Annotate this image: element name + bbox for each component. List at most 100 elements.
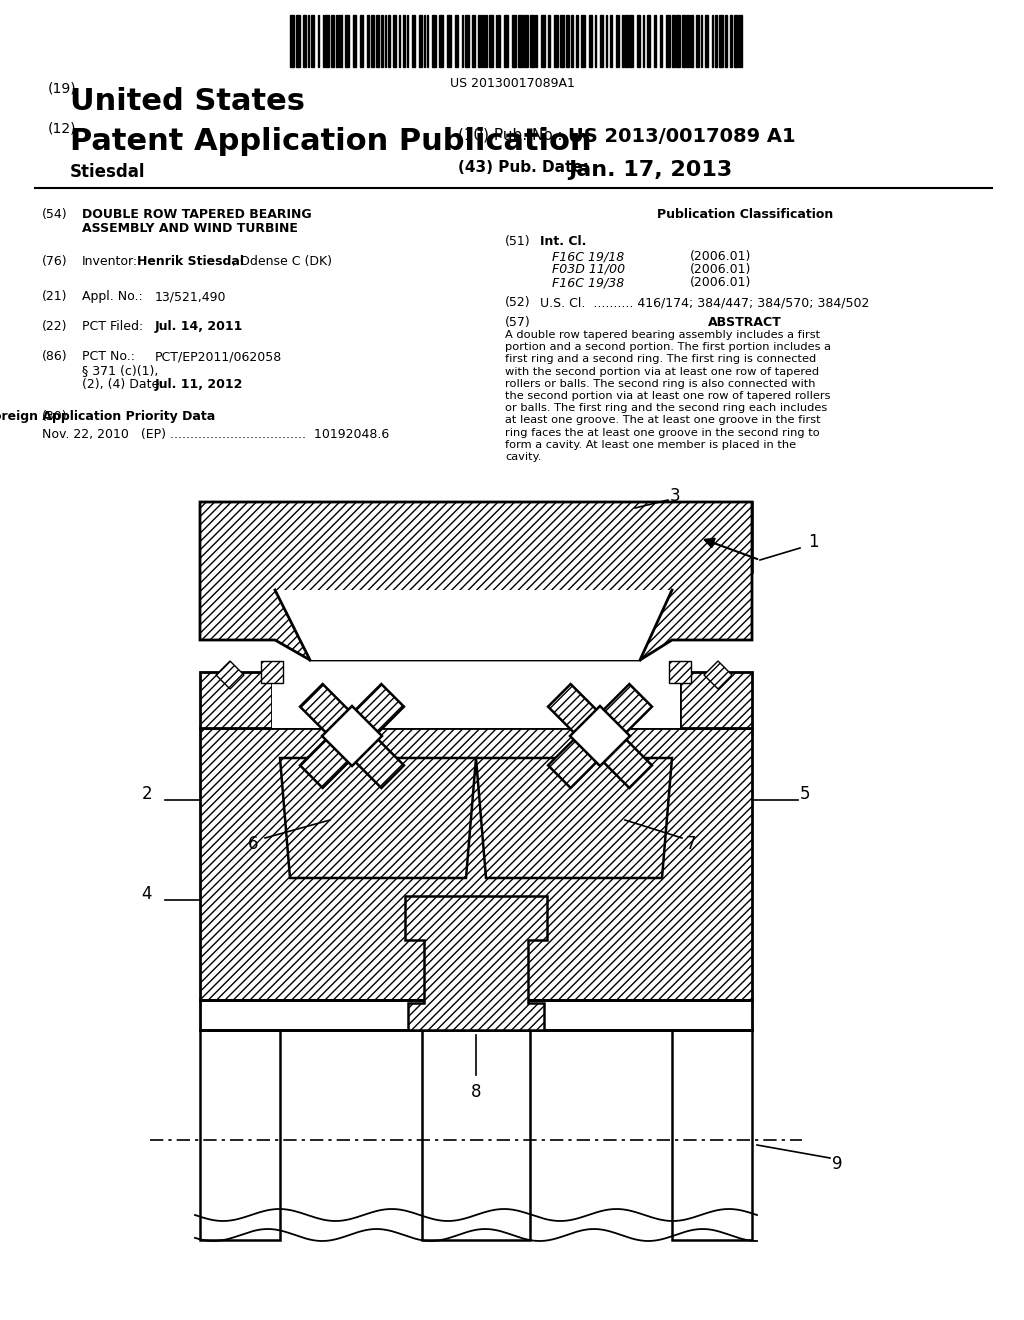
Text: (54): (54) (42, 209, 68, 220)
Bar (686, 15, 689, 67)
Text: 7: 7 (686, 836, 696, 853)
Text: Stiesdal: Stiesdal (70, 162, 145, 181)
Bar (439, 15, 443, 67)
Bar (705, 15, 708, 67)
Bar (381, 15, 383, 67)
Text: 6: 6 (248, 836, 258, 853)
Bar (489, 15, 493, 67)
Bar (290, 15, 294, 67)
Text: Jan. 17, 2013: Jan. 17, 2013 (568, 160, 732, 180)
Bar (455, 15, 458, 67)
Polygon shape (275, 590, 672, 660)
Bar (610, 15, 612, 67)
Polygon shape (705, 661, 732, 689)
Bar (715, 15, 717, 67)
Bar (625, 15, 628, 67)
Text: A double row tapered bearing assembly includes a first: A double row tapered bearing assembly in… (505, 330, 820, 341)
Bar (560, 15, 564, 67)
Text: F16C 19/18: F16C 19/18 (552, 249, 625, 263)
Bar (518, 15, 522, 67)
Polygon shape (406, 896, 547, 1030)
Text: (86): (86) (42, 350, 68, 363)
Bar (725, 15, 727, 67)
Text: or balls. The first ring and the second ring each includes: or balls. The first ring and the second … (505, 403, 827, 413)
Bar (660, 15, 662, 67)
Polygon shape (216, 661, 244, 689)
Bar (481, 15, 483, 67)
Text: (2006.01): (2006.01) (690, 249, 752, 263)
Text: F03D 11/00: F03D 11/00 (552, 263, 625, 276)
Polygon shape (272, 672, 680, 729)
Bar (523, 15, 525, 67)
Bar (376, 15, 379, 67)
Text: 8: 8 (471, 1082, 481, 1101)
Bar (512, 15, 516, 67)
Text: (19): (19) (48, 82, 77, 96)
Bar (734, 15, 738, 67)
Text: at least one groove. The at least one groove in the first: at least one groove. The at least one gr… (505, 416, 820, 425)
Bar (311, 15, 314, 67)
Text: Foreign Application Priority Data: Foreign Application Priority Data (0, 411, 215, 422)
Bar (465, 15, 469, 67)
Polygon shape (548, 684, 652, 788)
Bar (504, 15, 508, 67)
Text: (57): (57) (505, 315, 530, 329)
Text: ASSEMBLY AND WIND TURBINE: ASSEMBLY AND WIND TURBINE (82, 222, 298, 235)
Bar (478, 15, 480, 67)
Bar (575, 15, 578, 67)
Polygon shape (570, 706, 630, 766)
Bar (296, 15, 300, 67)
Text: (2006.01): (2006.01) (690, 276, 752, 289)
Text: § 371 (c)(1),: § 371 (c)(1), (82, 364, 159, 378)
Text: rollers or balls. The second ring is also connected with: rollers or balls. The second ring is als… (505, 379, 815, 389)
Bar (339, 15, 342, 67)
Bar (554, 15, 558, 67)
Bar (669, 661, 691, 682)
Text: PCT Filed:: PCT Filed: (82, 319, 143, 333)
Bar (629, 15, 633, 67)
Text: (21): (21) (42, 290, 68, 304)
Text: Henrik Stiesdal: Henrik Stiesdal (137, 255, 244, 268)
Text: (10) Pub. No.:: (10) Pub. No.: (458, 127, 562, 143)
Text: U.S. Cl.  .......... 416/174; 384/447; 384/570; 384/502: U.S. Cl. .......... 416/174; 384/447; 38… (540, 296, 869, 309)
Bar (526, 15, 528, 67)
Bar (419, 15, 422, 67)
Text: (43) Pub. Date:: (43) Pub. Date: (458, 160, 589, 176)
Polygon shape (280, 758, 476, 878)
Text: Appl. No.:: Appl. No.: (82, 290, 142, 304)
Bar (336, 15, 338, 67)
Text: US 20130017089A1: US 20130017089A1 (450, 77, 574, 90)
Bar (200, 502, 752, 572)
Bar (367, 15, 369, 67)
Polygon shape (548, 684, 652, 788)
Text: , Odense C (DK): , Odense C (DK) (232, 255, 332, 268)
Bar (432, 15, 436, 67)
Bar (388, 15, 390, 67)
Bar (331, 15, 334, 67)
Polygon shape (200, 502, 752, 660)
Text: Jul. 14, 2011: Jul. 14, 2011 (155, 319, 244, 333)
Bar (719, 15, 723, 67)
Bar (541, 15, 545, 67)
Text: ABSTRACT: ABSTRACT (709, 315, 782, 329)
Text: F16C 19/38: F16C 19/38 (552, 276, 625, 289)
Text: United States: United States (70, 87, 305, 116)
Bar (403, 15, 406, 67)
Polygon shape (200, 672, 272, 729)
Bar (600, 15, 603, 67)
Bar (548, 15, 550, 67)
Bar (566, 15, 569, 67)
Bar (696, 15, 699, 67)
Bar (447, 15, 451, 67)
Text: cavity.: cavity. (505, 451, 542, 462)
Text: US 2013/0017089 A1: US 2013/0017089 A1 (568, 127, 796, 147)
Bar (589, 15, 592, 67)
Bar (690, 15, 693, 67)
Text: first ring and a second ring. The first ring is connected: first ring and a second ring. The first … (505, 354, 816, 364)
Text: (76): (76) (42, 255, 68, 268)
Bar (581, 15, 585, 67)
Bar (739, 15, 742, 67)
Text: 13/521,490: 13/521,490 (155, 290, 226, 304)
Text: PCT/EP2011/062058: PCT/EP2011/062058 (155, 350, 283, 363)
Bar (345, 15, 349, 67)
